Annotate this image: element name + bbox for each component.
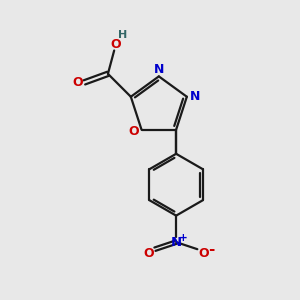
Text: -: - [208, 242, 215, 257]
Text: N: N [171, 236, 182, 249]
Text: O: O [128, 124, 139, 138]
Text: O: O [73, 76, 83, 89]
Text: O: O [110, 38, 121, 50]
Text: H: H [118, 30, 127, 40]
Text: O: O [198, 247, 208, 260]
Text: O: O [144, 247, 154, 260]
Text: N: N [190, 90, 200, 103]
Text: N: N [154, 62, 165, 76]
Text: +: + [179, 233, 188, 243]
